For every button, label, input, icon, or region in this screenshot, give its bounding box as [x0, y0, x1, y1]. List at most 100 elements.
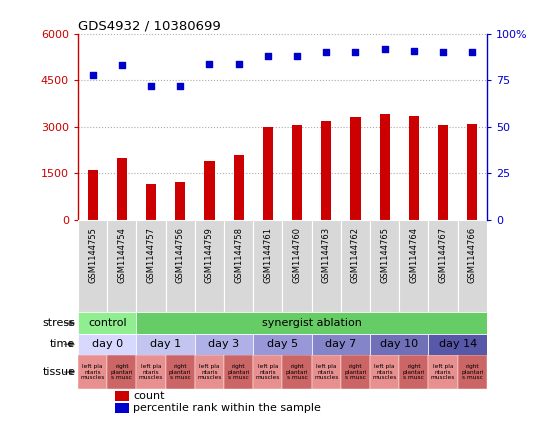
Bar [282, 220, 312, 313]
Point [147, 82, 155, 89]
Bar [166, 355, 195, 389]
Bar [341, 355, 370, 389]
Text: left pla
ntaris
muscles: left pla ntaris muscles [256, 364, 280, 380]
Text: percentile rank within the sample: percentile rank within the sample [133, 403, 321, 413]
Text: left pla
ntaris
muscles: left pla ntaris muscles [139, 364, 163, 380]
Bar [107, 220, 137, 313]
Text: control: control [88, 318, 126, 328]
Bar [350, 118, 360, 220]
Text: right
plantari
s musc: right plantari s musc [344, 364, 367, 380]
Text: left pla
ntaris
muscles: left pla ntaris muscles [431, 364, 455, 380]
Bar [312, 334, 370, 355]
Bar [458, 220, 487, 313]
Bar [78, 220, 107, 313]
Text: GSM1144766: GSM1144766 [468, 227, 477, 283]
Bar [253, 220, 282, 313]
Text: left pla
ntaris
muscles: left pla ntaris muscles [314, 364, 338, 380]
Bar [370, 220, 399, 313]
Bar [312, 220, 341, 313]
Text: right
plantari
s musc: right plantari s musc [286, 364, 308, 380]
Text: day 14: day 14 [438, 339, 477, 349]
Bar [115, 391, 129, 401]
Bar [282, 355, 312, 389]
Text: GSM1144761: GSM1144761 [263, 227, 272, 283]
Text: GSM1144760: GSM1144760 [293, 227, 302, 283]
Bar [312, 355, 341, 389]
Bar [428, 355, 458, 389]
Bar [115, 403, 129, 413]
Text: left pla
ntaris
muscles: left pla ntaris muscles [372, 364, 397, 380]
Bar [166, 220, 195, 313]
Point [468, 49, 477, 56]
Text: left pla
ntaris
muscles: left pla ntaris muscles [80, 364, 105, 380]
Text: GSM1144767: GSM1144767 [438, 227, 448, 283]
Text: right
plantari
s musc: right plantari s musc [228, 364, 250, 380]
Text: day 3: day 3 [209, 339, 239, 349]
Bar [146, 184, 156, 220]
Bar [78, 334, 137, 355]
Point [88, 71, 97, 78]
Text: right
plantari
s musc: right plantari s musc [169, 364, 192, 380]
Text: right
plantari
s musc: right plantari s musc [111, 364, 133, 380]
Text: GSM1144757: GSM1144757 [146, 227, 155, 283]
Bar [117, 158, 127, 220]
Point [117, 62, 126, 69]
Bar [137, 220, 166, 313]
Text: day 1: day 1 [150, 339, 181, 349]
Bar [399, 220, 428, 313]
Point [439, 49, 448, 56]
Bar [428, 334, 487, 355]
Text: day 0: day 0 [91, 339, 123, 349]
Bar [379, 114, 390, 220]
Bar [341, 220, 370, 313]
Bar [195, 220, 224, 313]
Text: GSM1144754: GSM1144754 [117, 227, 126, 283]
Bar [467, 124, 477, 220]
Bar [438, 125, 448, 220]
Bar [399, 355, 428, 389]
Bar [107, 355, 137, 389]
Text: GSM1144758: GSM1144758 [234, 227, 243, 283]
Text: GSM1144759: GSM1144759 [205, 227, 214, 283]
Text: GSM1144756: GSM1144756 [176, 227, 185, 283]
Bar [321, 121, 331, 220]
Text: GDS4932 / 10380699: GDS4932 / 10380699 [78, 20, 221, 33]
Bar [195, 355, 224, 389]
Bar [175, 182, 185, 220]
Text: GSM1144755: GSM1144755 [88, 227, 97, 283]
Point [176, 82, 185, 89]
Text: stress: stress [43, 318, 75, 328]
Bar [428, 220, 458, 313]
Bar [137, 355, 166, 389]
Text: right
plantari
s musc: right plantari s musc [402, 364, 425, 380]
Point [264, 53, 272, 60]
Point [409, 47, 418, 54]
Bar [78, 313, 137, 334]
Text: GSM1144765: GSM1144765 [380, 227, 389, 283]
Bar [224, 355, 253, 389]
Text: day 7: day 7 [325, 339, 357, 349]
Text: day 10: day 10 [380, 339, 419, 349]
Bar [204, 161, 215, 220]
Text: right
plantari
s musc: right plantari s musc [461, 364, 484, 380]
Text: count: count [133, 391, 165, 401]
Text: synergist ablation: synergist ablation [261, 318, 362, 328]
Bar [78, 355, 107, 389]
Text: GSM1144762: GSM1144762 [351, 227, 360, 283]
Bar [88, 170, 98, 220]
Point [322, 49, 330, 56]
Bar [195, 334, 253, 355]
Point [293, 53, 301, 60]
Bar [253, 334, 312, 355]
Bar [253, 355, 282, 389]
Text: GSM1144764: GSM1144764 [409, 227, 419, 283]
Bar [292, 125, 302, 220]
Bar [233, 154, 244, 220]
Point [235, 60, 243, 67]
Bar [224, 220, 253, 313]
Text: tissue: tissue [43, 367, 75, 377]
Point [351, 49, 360, 56]
Text: time: time [50, 339, 75, 349]
Bar [137, 313, 487, 334]
Bar [370, 334, 428, 355]
